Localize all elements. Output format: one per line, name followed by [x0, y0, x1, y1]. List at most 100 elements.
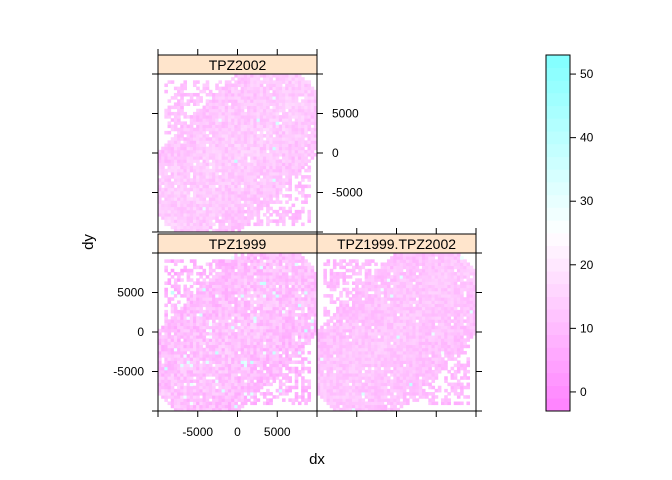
heatmap-cell: [288, 181, 292, 185]
heatmap-cell: [336, 297, 340, 301]
heatmap-cell: [177, 143, 181, 148]
heatmap-cell: [237, 149, 242, 154]
heatmap-cell: [202, 341, 207, 346]
heatmap-cell: [304, 313, 308, 317]
heatmap-cell: [247, 284, 251, 289]
heatmap-cell: [218, 108, 222, 113]
heatmap-cell: [212, 222, 216, 227]
heatmap-cell: [240, 357, 245, 361]
heatmap-cell: [310, 287, 315, 292]
heatmap-cell: [221, 162, 226, 167]
heatmap-cell: [237, 118, 242, 122]
heatmap-cell: [307, 306, 312, 311]
heatmap-cell: [297, 165, 302, 170]
heatmap-cell: [205, 86, 210, 91]
heatmap-cell: [367, 306, 372, 311]
heatmap-cell: [192, 184, 197, 189]
heatmap-cell: [218, 322, 222, 327]
heatmap-cell: [291, 300, 296, 304]
heatmap-cell: [323, 350, 327, 355]
heatmap-cell: [383, 395, 388, 399]
heatmap-cell: [177, 137, 181, 141]
heatmap-cell: [247, 96, 251, 100]
heatmap-cell: [269, 373, 273, 377]
heatmap-cell: [294, 268, 299, 273]
heatmap-cell: [339, 275, 343, 279]
heatmap-cell: [355, 300, 359, 304]
heatmap-cell: [256, 86, 261, 91]
heatmap-cell: [323, 392, 327, 396]
heatmap-cell: [247, 294, 251, 298]
heatmap-cell: [173, 319, 178, 323]
heatmap-cell: [291, 316, 296, 320]
heatmap-cell: [358, 369, 362, 374]
heatmap-cell: [294, 303, 299, 308]
heatmap-cell: [231, 225, 235, 230]
heatmap-cell: [345, 322, 350, 327]
heatmap-cell: [358, 278, 362, 282]
heatmap-cell: [231, 395, 235, 399]
heatmap-cell: [202, 398, 207, 402]
heatmap-cell: [218, 319, 222, 323]
heatmap-cell: [164, 344, 168, 349]
heatmap-cell: [212, 275, 216, 279]
heatmap-cell: [297, 171, 302, 176]
heatmap-cell: [342, 287, 347, 292]
heatmap-cell: [196, 156, 200, 160]
heatmap-cell: [310, 306, 315, 311]
heatmap-cell: [282, 303, 286, 308]
heatmap-cell: [253, 184, 257, 189]
heatmap-cell: [269, 178, 273, 182]
heatmap-cell: [215, 284, 219, 289]
heatmap-cell: [272, 262, 277, 267]
heatmap-cell: [374, 385, 378, 390]
heatmap-cell: [256, 325, 261, 330]
heatmap-cell: [243, 77, 248, 81]
heatmap-cell: [288, 92, 292, 97]
heatmap-cell: [218, 325, 222, 330]
heatmap-cell: [266, 102, 270, 106]
heatmap-cell: [351, 392, 356, 396]
heatmap-cell: [294, 77, 299, 81]
heatmap-cell: [297, 316, 302, 320]
heatmap-cell: [351, 268, 356, 273]
heatmap-cell: [336, 385, 340, 390]
heatmap-cell: [266, 187, 270, 192]
heatmap-cell: [348, 335, 353, 339]
heatmap-cell: [208, 178, 213, 182]
heatmap-cell: [262, 325, 267, 330]
heatmap-cell: [259, 328, 264, 333]
heatmap-cell: [205, 153, 210, 157]
heatmap-cell: [364, 382, 369, 387]
heatmap-cell: [208, 187, 213, 192]
heatmap-cell: [199, 309, 203, 314]
heatmap-cell: [224, 341, 229, 346]
heatmap-cell: [167, 153, 172, 157]
heatmap-cell: [294, 197, 299, 201]
heatmap-cell: [253, 83, 257, 88]
heatmap-cell: [339, 332, 343, 336]
heatmap-cell: [173, 190, 178, 195]
heatmap-cell: [383, 388, 388, 393]
heatmap-cell: [256, 297, 261, 301]
heatmap-cell: [177, 382, 181, 387]
heatmap-cell: [221, 115, 226, 119]
heatmap-cell: [342, 376, 347, 380]
heatmap-cell: [183, 165, 188, 170]
heatmap-cell: [234, 357, 238, 361]
heatmap-cell: [266, 306, 270, 311]
heatmap-cell: [218, 335, 222, 339]
heatmap-cell: [345, 347, 350, 352]
heatmap-cell: [383, 328, 388, 333]
heatmap-cell: [170, 306, 175, 311]
heatmap-cell: [272, 322, 277, 327]
heatmap-cell: [288, 146, 292, 151]
heatmap-cell: [202, 366, 207, 371]
heatmap-cell: [345, 287, 350, 292]
heatmap-cell: [288, 265, 292, 270]
heatmap-cell: [164, 190, 168, 195]
heatmap-cell: [199, 153, 203, 157]
heatmap-cell: [301, 77, 305, 81]
heatmap-cell: [205, 316, 210, 320]
heatmap-cell: [224, 165, 229, 170]
